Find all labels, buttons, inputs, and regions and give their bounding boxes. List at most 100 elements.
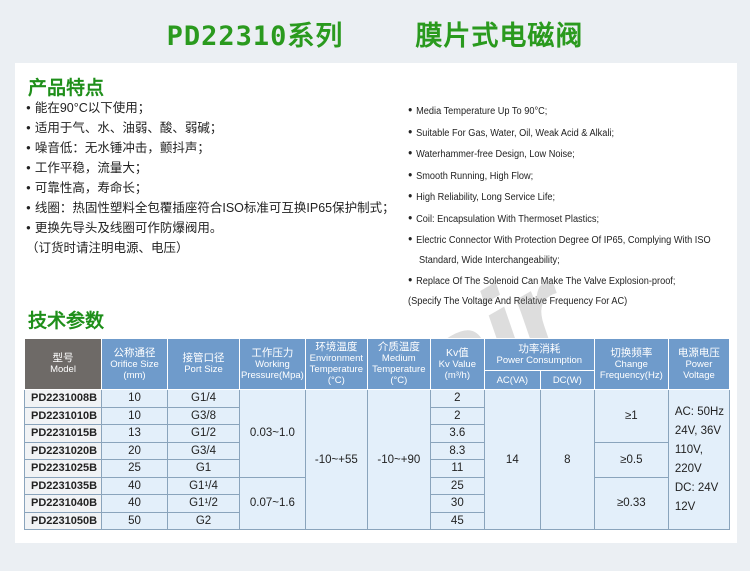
header-ac: AC(VA) [483,370,541,390]
cell-model: PD2231020B [24,441,102,460]
header-line: Temperature [309,364,363,375]
cell-kv: 2 [429,389,485,408]
cell-model: PD2231010B [24,406,102,425]
cell-orifice: 20 [101,441,168,460]
header-medium: 介质温度 Medium Temperature (°C) [366,338,431,390]
header-voltage: 电源电压 Power Voltage [667,338,731,390]
features-heading: 产品特点 [28,77,105,99]
cell-model: PD2231015B [24,424,102,443]
feature-en-item: Coil: Encapsulation With Thermoset Plast… [408,208,711,230]
header-line: Environment [309,353,363,364]
cell-env-temp: -10~+55 [304,389,368,530]
header-pressure: 工作压力 Working Pressure(Mpa) [239,338,306,390]
cell-port: G1¹/4 [167,476,240,495]
feature-en-note: (Specify The Voltage And Relative Freque… [408,295,628,307]
voltage-line: AC: 50Hz [674,405,725,418]
page-title: PD22310系列 膜片式电磁阀 [0,14,750,53]
header-line: 公称通径 [113,346,156,359]
cell-kv: 2 [429,406,485,425]
header-line: Change [614,358,648,370]
table-row: PD2231025B 25 G1 11 [24,459,730,478]
feature-en-item: Suitable For Gas, Water, Oil, Weak Acid … [408,122,711,144]
header-line: Kv值 [445,346,469,359]
feature-cn-item: 噪音低：无水锤冲击，颤抖声； [26,138,395,158]
header-line: Temperature [372,364,426,375]
cell-freq: ≥1 [593,389,669,443]
feature-cn-item: 可靠性高，寿命长； [26,178,395,198]
header-line: 功率消耗 [518,342,561,355]
header-line: Kv Value [438,358,476,370]
cell-model: PD2231025B [24,459,102,478]
table-row: PD2231020B 20 G3/4 8.3 ≥0.5 [24,441,730,478]
features-cn-list: 能在90°C以下使用；适用于气、水、油弱、酸、弱碱；噪音低：无水锤冲击，颤抖声；… [26,98,395,258]
header-port: 接管口径 Port Size [167,338,240,390]
title-series: PD22310系列 [166,21,344,52]
header-line: (°C) [327,375,345,386]
header-line: Power Consumption [496,354,583,366]
cell-voltage: AC: 50Hz 24V, 36V 110V, 220V DC: 24V 12V [667,389,731,530]
header-line: Working [255,358,290,370]
cell-port: G3/8 [167,406,240,425]
header-line: Frequency(Hz) [599,369,663,381]
cell-kv: 8.3 [429,441,485,460]
feature-cn-item: 适用于气、水、油弱、酸、弱碱； [26,118,395,138]
feature-en-continuation: Standard, Wide Interchangeability; [419,254,560,266]
cell-orifice: 25 [101,459,168,478]
cell-port: G3/4 [167,441,240,460]
header-line: Power Voltage [683,358,715,381]
feature-cn-note: （订货时请注明电源、电压） [26,241,189,255]
feature-en-item: High Reliability, Long Service Life; [408,186,711,208]
cell-model: PD2231008B [24,389,102,408]
cell-kv: 3.6 [429,424,485,443]
cell-orifice: 13 [101,424,168,443]
cell-ac: 14 [483,389,541,530]
feature-cn-item: 能在90°C以下使用； [26,98,395,118]
cell-freq: ≥0.33 [593,476,669,530]
feature-en-item: Electric Connector With Protection Degre… [408,229,711,251]
specs-table: 型号 Model 公称通径 Orifice Size (mm) 接管口径 Port Si… [24,338,731,530]
table-row: PD2231008B 10 G1/4 0.03~1.0 -10~+55 -10~+90 2 1… [24,389,731,530]
voltage-line: DC: 24V [674,481,719,494]
cell-port: G1/2 [167,424,240,443]
cell-model: PD2231040B [24,494,102,513]
cell-model: PD2231050B [24,511,102,530]
header-power: 功率消耗 Power Consumption [483,338,595,371]
cell-medium-temp: -10~+90 [366,389,431,530]
header-line: 介质温度 [377,341,420,353]
cell-port: G1 [167,459,240,478]
voltage-line: 12V [674,500,696,513]
header-env: 环境温度 Environment Temperature (°C) [304,338,368,390]
feature-en-item: Smooth Running, High Flow; [408,165,711,187]
header-line: (°C) [390,375,408,386]
header-orifice: 公称通径 Orifice Size (mm) [101,338,168,390]
header-model: 型号 Model [24,338,102,390]
cell-port: G2 [167,511,240,530]
header-line: (m³/h) [444,369,470,381]
header-line: Pressure(Mpa) [241,369,304,381]
cell-kv: 45 [429,511,485,530]
header-line: (mm) [123,369,146,381]
table-row: PD2231010B 10 G3/8 2 [24,406,730,425]
table-row: PD2231015B 13 G1/2 3.6 [24,424,730,443]
title-name: 膜片式电磁阀 [415,21,584,52]
specs-heading: 技术参数 [28,310,105,332]
header-line: 电源电压 [677,346,720,359]
cell-kv: 25 [429,476,485,495]
cell-orifice: 40 [101,476,168,495]
cell-orifice: 40 [101,494,168,513]
features-en-list: Media Temperature Up To 90°C;Suitable Fo… [408,100,737,311]
header-dc: DC(W) [539,370,595,390]
cell-pressure: 0.03~1.0 [239,389,306,478]
voltage-line: 24V, 36V [674,424,722,437]
header-line: 环境温度 [315,341,358,353]
cell-orifice: 10 [101,406,168,425]
feature-en-item: Replace Of The Solenoid Can Make The Val… [408,270,711,292]
cell-port: G1¹/2 [167,494,240,513]
cell-kv: 30 [429,494,485,513]
header-line: Port Size [184,364,223,375]
table-row: PD2231050B 50 G2 45 [24,511,730,530]
header-line: 切换频率 [610,346,653,359]
cell-kv: 11 [429,459,485,478]
header-freq: 切换频率 Change Frequency(Hz) [593,338,669,390]
cell-orifice: 10 [101,389,168,408]
